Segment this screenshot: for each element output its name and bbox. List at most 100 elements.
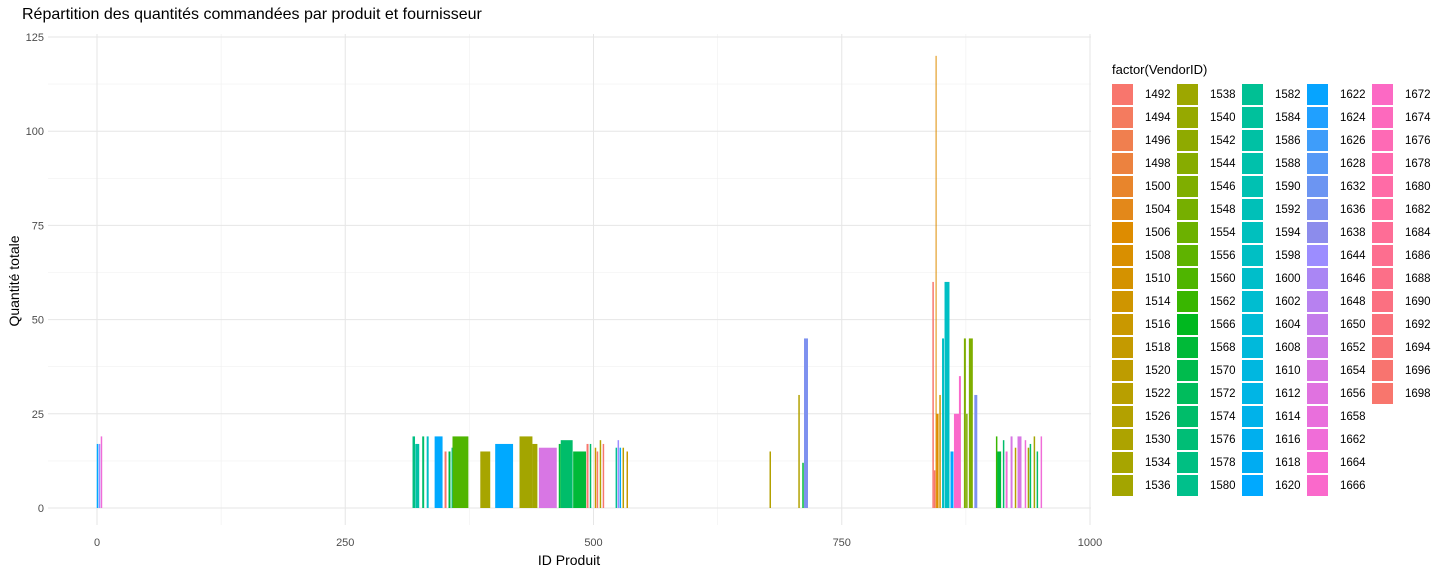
- legend-item: 1648: [1307, 290, 1372, 313]
- y-tick-label: 50: [32, 315, 44, 327]
- legend-label: 1680: [1405, 180, 1431, 193]
- bar: [942, 338, 945, 508]
- legend-swatch: [1242, 406, 1263, 427]
- legend-swatch: [1177, 452, 1198, 473]
- legend-swatch: [1112, 314, 1133, 335]
- legend-item: 1506: [1112, 221, 1177, 244]
- legend-label: 1514: [1145, 295, 1171, 308]
- legend-item: 1508: [1112, 244, 1177, 267]
- legend-swatch: [1242, 130, 1263, 151]
- legend-swatch: [1307, 245, 1328, 266]
- legend-columns: 1492 1494 1496 1498 1500 1504 1506 1508 1510 1514…: [1112, 83, 1436, 497]
- bar: [480, 451, 491, 508]
- legend-label: 1560: [1210, 272, 1236, 285]
- legend-label: 1574: [1210, 410, 1236, 423]
- y-tick-label: 125: [26, 32, 44, 44]
- legend-swatch: [1177, 360, 1198, 381]
- legend-label: 1586: [1275, 134, 1301, 147]
- bar: [798, 394, 800, 508]
- legend-item: 1514: [1112, 290, 1177, 313]
- legend-item: 1638: [1307, 221, 1372, 244]
- legend-label: 1646: [1340, 272, 1366, 285]
- bar: [519, 436, 533, 508]
- bar: [1010, 436, 1013, 508]
- bar: [452, 436, 469, 508]
- legend-label: 1566: [1210, 318, 1236, 331]
- legend-label: 1626: [1340, 134, 1366, 147]
- legend-swatch: [1242, 383, 1263, 404]
- legend-label: 1498: [1145, 157, 1171, 170]
- legend-label: 1690: [1405, 295, 1431, 308]
- bar: [1017, 436, 1022, 508]
- legend-label: 1612: [1275, 387, 1301, 400]
- bar: [594, 447, 597, 508]
- legend-swatch: [1177, 222, 1198, 243]
- y-tick-label: 0: [38, 503, 44, 515]
- bar: [434, 436, 443, 508]
- legend-label: 1664: [1340, 456, 1366, 469]
- legend-label: 1506: [1145, 226, 1171, 239]
- legend-item: 1672: [1372, 83, 1436, 106]
- bar: [622, 447, 625, 508]
- legend-swatch: [1112, 222, 1133, 243]
- legend-label: 1554: [1210, 226, 1236, 239]
- legend-item: 1594: [1242, 221, 1307, 244]
- bar: [100, 436, 103, 508]
- legend-swatch: [1242, 84, 1263, 105]
- legend-column: 1582 1584 1586 1588 1590 1592 1594 1598 1600 1602…: [1242, 83, 1307, 497]
- bar: [602, 443, 605, 508]
- legend-swatch: [1372, 383, 1393, 404]
- bar: [444, 451, 447, 508]
- bar: [997, 451, 1002, 508]
- legend-item: 1530: [1112, 428, 1177, 451]
- legend-label: 1628: [1340, 157, 1366, 170]
- legend-item: 1496: [1112, 129, 1177, 152]
- legend-swatch: [1112, 107, 1133, 128]
- legend-label: 1526: [1145, 410, 1171, 423]
- legend-label: 1510: [1145, 272, 1171, 285]
- legend-item: 1610: [1242, 359, 1307, 382]
- bar: [596, 451, 599, 508]
- legend-label: 1610: [1275, 364, 1301, 377]
- legend-label: 1546: [1210, 180, 1236, 193]
- legend-swatch: [1307, 153, 1328, 174]
- legend-swatch: [1177, 268, 1198, 289]
- bar: [615, 447, 618, 508]
- legend-item: 1598: [1242, 244, 1307, 267]
- legend-item: 1684: [1372, 221, 1436, 244]
- axis-layer: 0 250 500 750 1000 0 25 50 75 100 125: [26, 32, 1103, 549]
- legend-label: 1496: [1145, 134, 1171, 147]
- legend-label: 1530: [1145, 433, 1171, 446]
- legend-item: 1574: [1177, 405, 1242, 428]
- bar: [599, 440, 602, 508]
- legend-item: 1624: [1307, 106, 1372, 129]
- bar: [626, 451, 629, 508]
- bar: [617, 440, 620, 508]
- legend-item: 1656: [1307, 382, 1372, 405]
- legend-label: 1538: [1210, 88, 1236, 101]
- legend-label: 1624: [1340, 111, 1366, 124]
- legend-swatch: [1112, 475, 1133, 496]
- legend-label: 1654: [1340, 364, 1366, 377]
- bar: [560, 440, 573, 508]
- legend-label: 1678: [1405, 157, 1431, 170]
- legend-item: 1520: [1112, 359, 1177, 382]
- legend-label: 1584: [1275, 111, 1301, 124]
- bar: [936, 413, 939, 508]
- legend-label: 1500: [1145, 180, 1171, 193]
- legend-label: 1534: [1145, 456, 1171, 469]
- legend-item: 1664: [1307, 451, 1372, 474]
- bar: [1033, 436, 1036, 508]
- legend-swatch: [1112, 199, 1133, 220]
- bar: [558, 443, 561, 508]
- legend-item: 1572: [1177, 382, 1242, 405]
- legend-swatch: [1112, 245, 1133, 266]
- legend-swatch: [1242, 475, 1263, 496]
- legend-item: 1662: [1307, 428, 1372, 451]
- legend-swatch: [1177, 107, 1198, 128]
- legend-item: 1570: [1177, 359, 1242, 382]
- legend-item: 1578: [1177, 451, 1242, 474]
- legend-swatch: [1372, 222, 1393, 243]
- legend-swatch: [1372, 176, 1393, 197]
- legend-label: 1648: [1340, 295, 1366, 308]
